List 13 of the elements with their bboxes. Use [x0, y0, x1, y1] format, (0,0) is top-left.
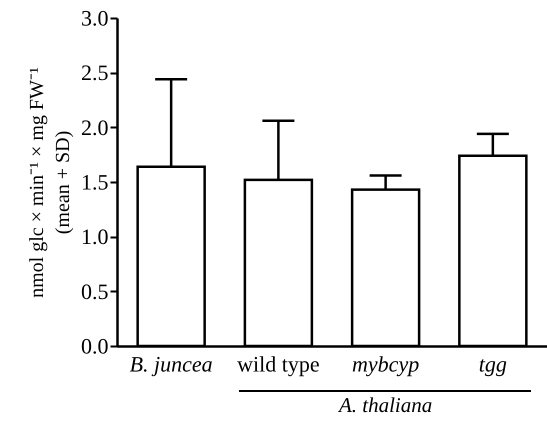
- y-tick-label: 1.5: [81, 170, 108, 194]
- y-tick-label: 0.5: [81, 278, 108, 304]
- y-tick-label: 3.0: [81, 6, 108, 30]
- x-tick-label: B. juncea: [130, 352, 213, 376]
- y-tick-label: 0.0: [81, 334, 108, 358]
- text: A. thaliana: [338, 393, 432, 418]
- x-tick-label: tgg: [478, 352, 507, 376]
- y-tick-label: 2.5: [81, 60, 108, 86]
- y-tick-label: 1.0: [81, 224, 108, 250]
- x-tick-label: wild type: [237, 352, 320, 376]
- y-axis-title: nmol glc × min⁻¹ × mg FW⁻¹ (mean + SD): [26, 67, 74, 298]
- y-tick-label: 2.0: [81, 114, 108, 140]
- x-tick-label: mybcyp: [352, 352, 420, 376]
